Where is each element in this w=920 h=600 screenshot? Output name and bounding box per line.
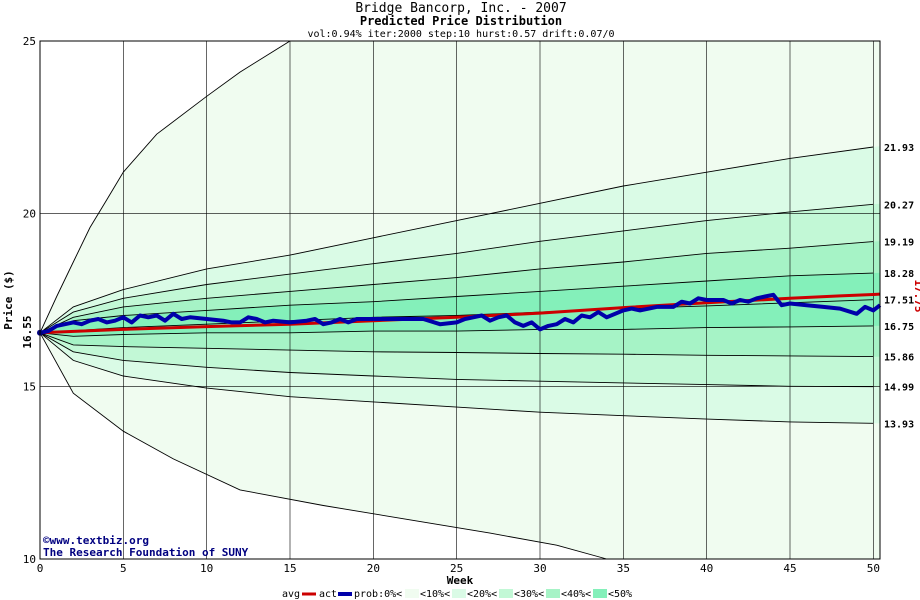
chart-legend: avg act prob:0%< <10%< <20%< <30%< <40%<… — [282, 589, 632, 600]
right-value-label: 13.93 — [884, 419, 914, 430]
right-value-label: 19.19 — [884, 238, 914, 249]
percentile-curve-median — [39, 299, 874, 334]
y-tick-label: 20 — [23, 208, 36, 221]
right-value-label: 17.51 — [884, 296, 914, 307]
y-axis-ticks: 10 15 20 25 — [23, 35, 36, 566]
x-tick-label: 0 — [37, 562, 44, 575]
legend-band4-swatch — [546, 589, 560, 598]
percentile-curve-upper-7 — [39, 203, 874, 334]
final-actual-price-label: 17.75 — [912, 279, 920, 312]
legend-p10-label: <10%< — [420, 589, 450, 600]
legend-prob0-label: prob:0%< — [354, 589, 402, 600]
right-value-label: 14.99 — [884, 383, 914, 394]
right-percentile-labels: 21.93 20.27 19.19 18.28 17.51 16.75 15.86 14.99… — [884, 143, 914, 430]
legend-p20-label: <20%< — [467, 589, 497, 600]
x-tick-label: 15 — [283, 562, 296, 575]
credit-foundation: The Research Foundation of SUNY — [43, 546, 249, 559]
legend-p50-label: <50% — [608, 589, 632, 600]
percentile-curve-lower-4 — [39, 325, 874, 337]
percentile-curve-lower-outer — [39, 332, 607, 560]
percentile-curves — [39, 40, 874, 560]
chart-parameters: vol:0.94% iter:2000 step:10 hurst:0.57 d… — [307, 29, 614, 40]
chart-title: Bridge Bancorp, Inc. - 2007 — [355, 1, 566, 16]
y-tick-label: 15 — [23, 380, 36, 393]
legend-band2-swatch — [452, 589, 466, 598]
x-tick-label: 45 — [783, 562, 796, 575]
x-tick-label: 25 — [450, 562, 463, 575]
right-value-label: 20.27 — [884, 200, 914, 211]
right-value-label: 15.86 — [884, 353, 914, 364]
series-line-act — [39, 292, 882, 335]
percentile-curve-upper-8 — [39, 146, 874, 334]
x-tick-label: 20 — [367, 562, 380, 575]
right-value-label: 16.75 — [884, 322, 914, 333]
percentile-curve-upper-outer — [39, 40, 291, 333]
x-axis-ticks: 0 5 10 15 20 25 30 35 40 45 50 — [37, 562, 880, 575]
legend-avg-label: avg — [282, 589, 300, 600]
series-line-avg — [39, 292, 881, 335]
plot-frame — [39, 40, 881, 560]
price-series — [37, 292, 882, 336]
x-tick-label: 35 — [617, 562, 630, 575]
x-tick-label: 10 — [200, 562, 213, 575]
percentile-curve-upper-6 — [39, 241, 874, 334]
percentile-curve-lower-2 — [39, 332, 874, 388]
credit-website: ©www.textbiz.org — [43, 534, 149, 547]
start-price-label: 16.55 — [21, 315, 34, 348]
percentile-curve-lower-3 — [39, 332, 874, 358]
y-tick-label: 25 — [23, 35, 36, 48]
legend-band1-swatch — [405, 589, 419, 598]
legend-band5-swatch — [593, 589, 607, 598]
probability-bands — [40, 41, 880, 559]
legend-act-label: act — [319, 589, 337, 600]
right-value-label: 18.28 — [884, 269, 914, 280]
x-tick-label: 50 — [867, 562, 880, 575]
x-tick-label: 5 — [120, 562, 127, 575]
y-axis-label: Price ($) — [2, 270, 15, 330]
y-tick-label: 10 — [23, 553, 36, 566]
chart-subtitle: Predicted Price Distribution — [360, 14, 562, 28]
legend-p40-label: <40%< — [561, 589, 591, 600]
right-value-label: 21.93 — [884, 143, 914, 154]
x-tick-label: 40 — [700, 562, 713, 575]
x-axis-label: Week — [447, 574, 474, 587]
legend-p30-label: <30%< — [514, 589, 544, 600]
percentile-curve-lower-1 — [39, 332, 874, 424]
percentile-curve-upper-5 — [39, 272, 874, 334]
x-tick-label: 30 — [533, 562, 546, 575]
band-40-50 — [40, 272, 880, 337]
legend-band3-swatch — [499, 589, 513, 598]
